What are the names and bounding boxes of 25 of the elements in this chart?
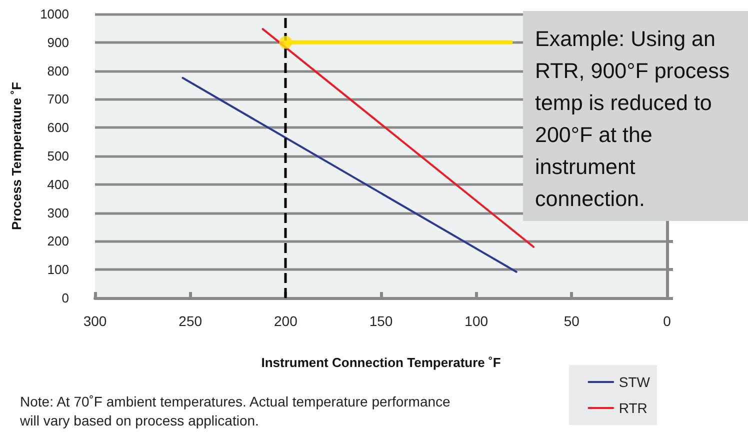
x-tick-label: 50 <box>564 313 580 329</box>
x-tick-label: 0 <box>663 313 672 329</box>
y-tick-label: 1000 <box>40 6 69 22</box>
annotation: Example: Using an RTR, 900°F process temp is reduced to 200°F at the instrument connection. <box>535 26 731 213</box>
x-tick-label: 300 <box>83 313 107 329</box>
y-tick-label: 800 <box>47 63 69 78</box>
y-tick-label: 300 <box>47 205 69 220</box>
y-tick-label: 900 <box>47 34 69 50</box>
y-tick-label: 100 <box>47 262 69 278</box>
x-tick-label: 150 <box>369 313 393 329</box>
y-tick-label: 700 <box>47 92 69 107</box>
x-tick-label: 200 <box>274 313 298 329</box>
x-tick-label: 100 <box>464 313 488 329</box>
y-tick-label: 0 <box>62 290 69 306</box>
x-axis-title: Instrument Connection Temperature ˚F <box>261 355 501 370</box>
y-tick-label: 600 <box>47 120 69 136</box>
text: Note: At 70˚F ambient temperatures. Actual temperature performance will vary based on process application. <box>19 394 454 428</box>
x-tick-label: 250 <box>178 313 202 329</box>
y-tick-label: 500 <box>47 148 69 164</box>
callout-box: Example: Using an RTR, 900°F process temp is reduced to 200°F at the instrument connection. <box>523 11 748 221</box>
legend-label: RTR <box>618 400 648 416</box>
y-axis-title: Process Temperature ˚F <box>9 82 24 230</box>
y-tick-label: 200 <box>47 234 69 249</box>
y-tick-label: 400 <box>47 176 69 192</box>
legend-label: STW <box>618 374 651 390</box>
